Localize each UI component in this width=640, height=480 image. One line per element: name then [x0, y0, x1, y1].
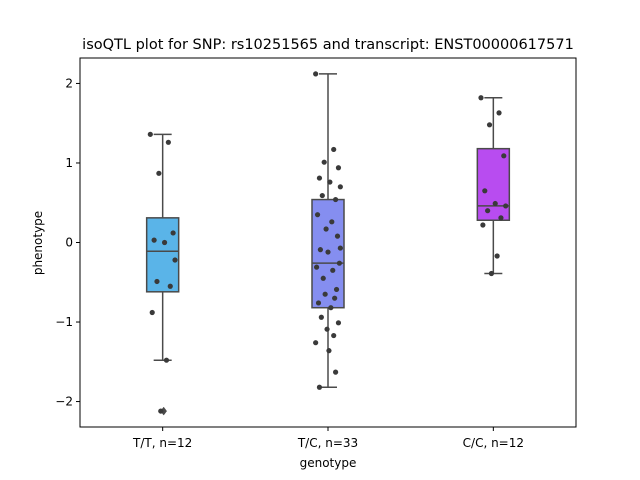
data-point	[316, 175, 323, 181]
data-point	[165, 139, 171, 145]
data-point	[313, 71, 319, 77]
data-layer	[145, 71, 511, 416]
data-point	[329, 219, 335, 225]
data-point	[317, 247, 323, 253]
data-point	[147, 131, 153, 137]
y-tick-label: −2	[55, 395, 73, 409]
data-point	[319, 192, 325, 199]
data-point	[333, 286, 340, 293]
data-point	[325, 249, 331, 255]
data-point	[332, 295, 338, 301]
data-point	[326, 348, 332, 354]
data-point	[156, 170, 162, 176]
data-point	[328, 305, 334, 311]
data-point	[503, 203, 509, 209]
data-point	[488, 270, 495, 277]
data-point	[482, 188, 488, 194]
data-point	[496, 110, 502, 116]
data-point	[322, 291, 328, 297]
data-point	[333, 369, 339, 375]
data-point	[335, 165, 342, 171]
data-point	[158, 408, 164, 414]
data-point	[337, 245, 343, 251]
data-point	[478, 95, 484, 101]
data-point	[315, 300, 322, 306]
data-point	[163, 357, 170, 363]
data-point	[480, 222, 486, 228]
data-point	[331, 146, 337, 153]
x-axis-label: genotype	[300, 456, 357, 470]
data-point	[161, 239, 168, 246]
data-point	[321, 159, 327, 165]
data-point	[498, 215, 504, 221]
data-point	[337, 184, 343, 190]
data-point	[149, 309, 155, 316]
y-tick-label: 1	[65, 156, 73, 170]
data-point	[492, 200, 498, 207]
data-point	[501, 153, 507, 159]
data-point	[335, 320, 342, 326]
data-point	[336, 260, 342, 266]
data-point	[314, 264, 320, 270]
box-iqr	[476, 147, 511, 221]
y-tick-label: −1	[55, 315, 73, 329]
data-point	[323, 226, 329, 232]
x-axis: T/T, n=12 T/C, n=33 C/C, n=12	[132, 427, 524, 450]
data-point	[333, 196, 339, 203]
data-point	[167, 283, 173, 289]
y-tick-label: 0	[65, 236, 73, 250]
y-tick-label: 2	[65, 76, 73, 90]
chart-title: isoQTL plot for SNP: rs10251565 and tran…	[82, 37, 574, 53]
data-point	[320, 275, 326, 281]
data-point	[316, 384, 323, 390]
data-point	[494, 253, 500, 259]
data-point	[172, 257, 178, 263]
box-group	[311, 71, 345, 390]
data-point	[313, 340, 319, 346]
y-axis: −2 −1 0 1 2	[55, 76, 80, 409]
data-point	[154, 278, 160, 285]
data-point	[486, 122, 493, 128]
data-point	[331, 332, 337, 339]
data-point	[327, 179, 333, 185]
data-point	[314, 212, 321, 218]
data-point	[318, 314, 324, 320]
box-group	[145, 131, 180, 416]
data-point	[324, 326, 330, 332]
box-iqr	[145, 217, 180, 293]
data-point	[334, 233, 341, 239]
box-group	[476, 95, 511, 277]
x-tick-label: T/T, n=12	[132, 436, 192, 450]
data-point	[151, 237, 157, 243]
x-tick-label: C/C, n=12	[463, 436, 524, 450]
data-point	[170, 230, 176, 236]
x-tick-label: T/C, n=33	[297, 436, 358, 450]
data-point	[330, 267, 336, 273]
y-axis-label: phenotype	[31, 211, 45, 275]
data-point	[485, 208, 491, 214]
